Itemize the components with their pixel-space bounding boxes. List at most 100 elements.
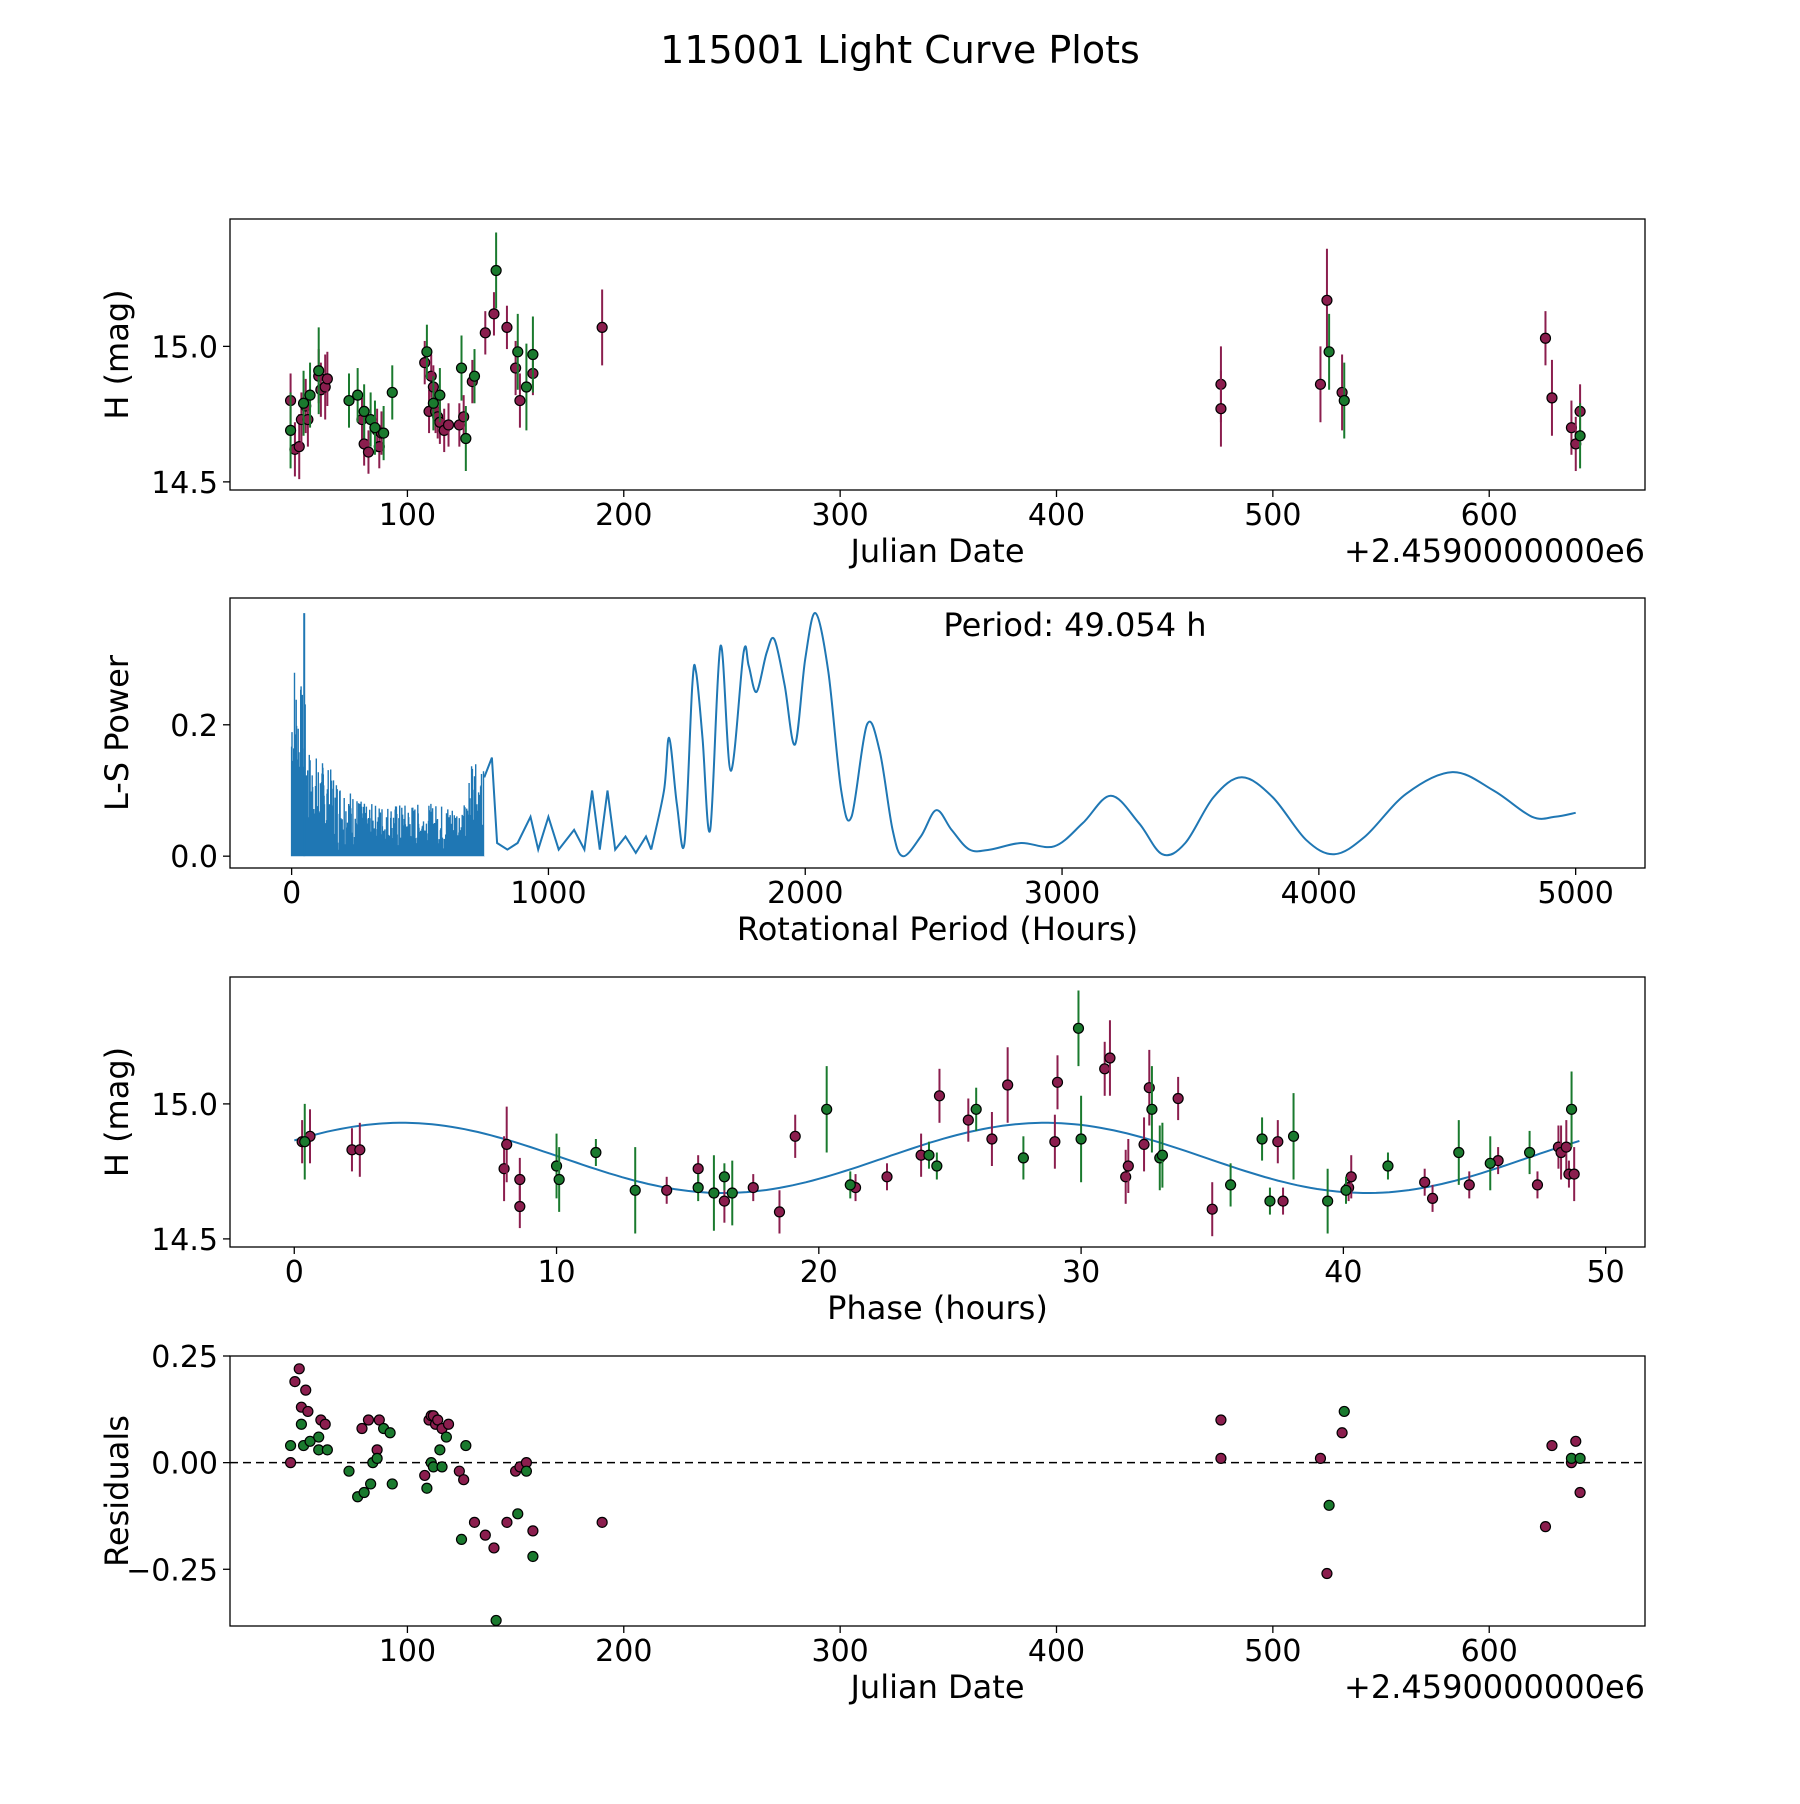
phased-point xyxy=(1156,1149,1169,1161)
phased-point xyxy=(1426,1192,1439,1205)
residuals-point xyxy=(358,1486,370,1499)
lightcurve-point xyxy=(509,362,522,374)
residuals-point xyxy=(468,1516,481,1528)
lightcurve-point xyxy=(596,321,608,333)
residuals-point xyxy=(304,1435,316,1447)
residuals-point xyxy=(1215,1414,1227,1426)
lightcurve-xtick-label: 500 xyxy=(1244,498,1301,533)
lightcurve-point xyxy=(512,346,524,358)
lightcurve-point xyxy=(362,446,375,458)
lightcurve-point xyxy=(427,397,439,409)
phased-point xyxy=(1345,1171,1357,1183)
lightcurve-point xyxy=(488,308,500,320)
residuals-point xyxy=(313,1431,325,1443)
residuals-point xyxy=(460,1439,472,1452)
residuals-point xyxy=(527,1525,539,1537)
lightcurve-xtick-label: 100 xyxy=(379,498,436,533)
residuals-point xyxy=(419,1469,431,1482)
phased-point xyxy=(692,1181,704,1194)
lightcurve-point xyxy=(369,422,381,434)
residuals-point xyxy=(1574,1452,1586,1464)
phased-point xyxy=(1277,1195,1289,1207)
residuals-point xyxy=(362,1414,375,1426)
residuals-xtick-label: 100 xyxy=(379,1634,436,1669)
phased-series-group xyxy=(296,990,1580,1237)
residuals-point xyxy=(300,1384,312,1396)
phased-xtick-label: 10 xyxy=(537,1255,575,1290)
periodogram-ytick-label: 0.2 xyxy=(170,709,218,744)
phased-point xyxy=(747,1181,759,1194)
residuals-point xyxy=(455,1533,468,1546)
lightcurve-point xyxy=(501,321,513,333)
periodogram-xtick-label: 0 xyxy=(282,876,301,911)
phased-point xyxy=(1138,1138,1150,1151)
lightcurve-axes: 100 200 300 400 500 600 14.5 15.0 Julian Date H (… xyxy=(98,218,1646,570)
residuals-point xyxy=(1336,1427,1348,1439)
phased-point xyxy=(1453,1146,1465,1159)
phased-point xyxy=(553,1173,565,1186)
phased-point xyxy=(1568,1168,1580,1180)
phased-point xyxy=(1002,1079,1014,1091)
residuals-point xyxy=(1539,1521,1552,1533)
periodogram-mid-curve xyxy=(483,757,653,855)
residuals-xtick-label: 600 xyxy=(1461,1634,1518,1669)
phased-point xyxy=(789,1130,801,1142)
phased-point xyxy=(1565,1103,1578,1115)
phased-point xyxy=(514,1200,526,1213)
residuals-point xyxy=(1314,1452,1327,1464)
phased-xlabel: Phase (hours) xyxy=(827,1289,1048,1327)
lightcurve-point xyxy=(460,432,472,445)
phased-point xyxy=(773,1206,786,1218)
residuals-point xyxy=(319,1418,331,1430)
residuals-point xyxy=(293,1363,305,1375)
lightcurve-point xyxy=(378,427,390,439)
phased-point xyxy=(1104,1052,1116,1064)
phased-point xyxy=(1322,1195,1334,1207)
periodogram-xtick-label: 3000 xyxy=(1024,876,1100,911)
phased-point xyxy=(931,1160,943,1172)
phased-xtick-label: 30 xyxy=(1062,1255,1100,1290)
period-annotation: Period: 49.054 h xyxy=(943,606,1206,644)
lightcurve-point xyxy=(343,394,355,407)
residuals-xtick-label: 200 xyxy=(595,1634,652,1669)
phased-point xyxy=(1099,1063,1111,1075)
lightcurve-point xyxy=(479,327,491,339)
phased-point xyxy=(1146,1103,1158,1115)
lightcurve-point xyxy=(458,411,470,423)
residuals-point xyxy=(490,1614,502,1627)
lightcurve-ylabel: H (mag) xyxy=(98,289,136,419)
residuals-point xyxy=(1215,1452,1227,1464)
lightcurve-point xyxy=(421,346,433,358)
phased-xtick-label: 0 xyxy=(285,1255,304,1290)
lightcurve-point xyxy=(297,397,310,409)
lightcurve-point xyxy=(321,373,333,385)
phased-point xyxy=(1049,1136,1061,1148)
residuals-point xyxy=(371,1452,383,1464)
lightcurve-series-group xyxy=(284,232,1586,480)
periodogram-ylabel: L-S Power xyxy=(98,654,136,811)
lightcurve-point xyxy=(1321,294,1333,306)
lightcurve-xlabel: Julian Date xyxy=(848,532,1024,570)
residuals-point xyxy=(479,1529,491,1541)
residuals-point xyxy=(1546,1439,1558,1452)
residuals-ytick-label: −0.25 xyxy=(126,1553,218,1588)
lightcurve-ytick-label: 15.0 xyxy=(151,330,218,365)
residuals-point xyxy=(365,1478,377,1490)
phased-point xyxy=(1264,1195,1276,1207)
phased-point xyxy=(1256,1133,1268,1145)
periodogram-xtick-label: 2000 xyxy=(767,876,843,911)
phased-point xyxy=(501,1138,513,1151)
phased-point xyxy=(923,1149,935,1161)
residuals-point xyxy=(501,1516,513,1528)
periodogram-lines xyxy=(290,612,1576,858)
residuals-xtick-label: 400 xyxy=(1028,1634,1085,1669)
lightcurve-point xyxy=(313,365,325,377)
residuals-point xyxy=(284,1457,297,1469)
phased-point xyxy=(1206,1203,1218,1215)
phased-point xyxy=(962,1114,974,1126)
periodogram-xtick-label: 5000 xyxy=(1537,876,1613,911)
phased-point xyxy=(1172,1092,1184,1105)
lightcurve-point xyxy=(293,441,305,453)
phased-point xyxy=(1075,1133,1087,1145)
lightcurve-xtick-label: 400 xyxy=(1028,498,1085,533)
